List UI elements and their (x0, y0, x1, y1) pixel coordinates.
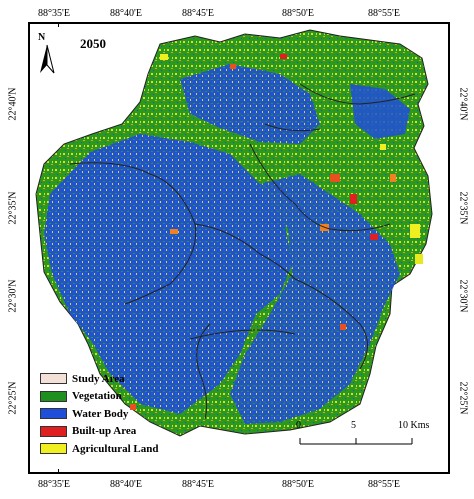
legend-label-study-area: Study Area (72, 372, 125, 385)
legend-swatch-vegetation (40, 390, 67, 402)
lat-tick-left-1-text: 22°40'N (7, 87, 19, 121)
lon-tick-bottom-2: 88°40'E (110, 479, 142, 490)
map-year-label: 2050 (80, 36, 106, 51)
legend-label-built-up-area: Built-up Area (72, 425, 137, 438)
legend-item-study-area: Study Area (40, 370, 158, 388)
water-region-northeast (350, 84, 410, 139)
lat-tick-right-2: 22°35'N (452, 178, 474, 238)
lat-tick-right-3-text: 22°30'N (457, 279, 469, 313)
district-boundaries (69, 83, 416, 420)
legend-swatch-water-body (40, 408, 67, 420)
lat-tick-right-2-text: 22°35'N (457, 191, 469, 225)
map-frame (28, 22, 450, 474)
scale-bar: 0 5 10 Kms (296, 420, 438, 450)
legend-swatch-built-up-area (40, 425, 67, 437)
scale-label-0: 0 (296, 420, 301, 431)
legend-item-agricultural-land: Agricultural Land (40, 440, 158, 458)
lat-tick-right-4: 22°25'N (452, 368, 474, 428)
lon-tick-bottom-4: 88°50'E (282, 479, 314, 490)
legend-item-built-up-area: Built-up Area (40, 423, 158, 441)
lat-tick-left-2: 22°35'N (1, 178, 25, 238)
lat-tick-right-3: 22°30'N (452, 266, 474, 326)
lat-tick-right-4-text: 22°25'N (457, 381, 469, 415)
land-cover-map (35, 29, 433, 437)
lon-tick-top-1: 88°35'E (38, 8, 70, 19)
lat-tick-left-4: 22°25'N (1, 368, 25, 428)
lat-tick-left-3: 22°30'N (1, 266, 25, 326)
legend-item-vegetation: Vegetation (40, 388, 158, 406)
north-label: N (38, 32, 46, 43)
legend-swatch-study-area (40, 373, 67, 385)
lat-tick-left-2-text: 22°35'N (7, 191, 19, 225)
lon-tick-top-2: 88°40'E (110, 8, 142, 19)
lat-tick-right-1-text: 22°40'N (457, 87, 469, 121)
water-region-central (44, 134, 292, 414)
agricultural-patches (160, 54, 423, 264)
lat-tick-left-4-text: 22°25'N (7, 381, 19, 415)
legend-label-water-body: Water Body (72, 407, 129, 420)
water-region-east (230, 174, 400, 424)
scale-label-10: 10 Kms (398, 420, 430, 431)
lat-tick-left-3-text: 22°30'N (7, 279, 19, 313)
lat-tick-right-1: 22°40'N (452, 74, 474, 134)
water-region-north (180, 64, 320, 144)
legend-swatch-agricultural-land (40, 443, 67, 455)
lon-tick-top-3: 88°45'E (182, 8, 214, 19)
legend-label-vegetation: Vegetation (72, 390, 122, 403)
map-legend: Study Area Vegetation Water Body Built-u… (40, 370, 158, 458)
lon-tick-top-5: 88°55'E (368, 8, 400, 19)
scale-label-5: 5 (351, 420, 356, 431)
lon-tick-bottom-3: 88°45'E (182, 479, 214, 490)
lat-tick-left-1: 22°40'N (1, 74, 25, 134)
lon-tick-bottom-5: 88°55'E (368, 479, 400, 490)
legend-item-water-body: Water Body (40, 405, 158, 423)
legend-label-agricultural-land: Agricultural Land (72, 442, 159, 455)
lon-tick-top-4: 88°50'E (282, 8, 314, 19)
lon-tick-bottom-1: 88°35'E (38, 479, 70, 490)
scale-bar-graphic (299, 438, 413, 445)
north-arrow-icon (40, 44, 55, 74)
